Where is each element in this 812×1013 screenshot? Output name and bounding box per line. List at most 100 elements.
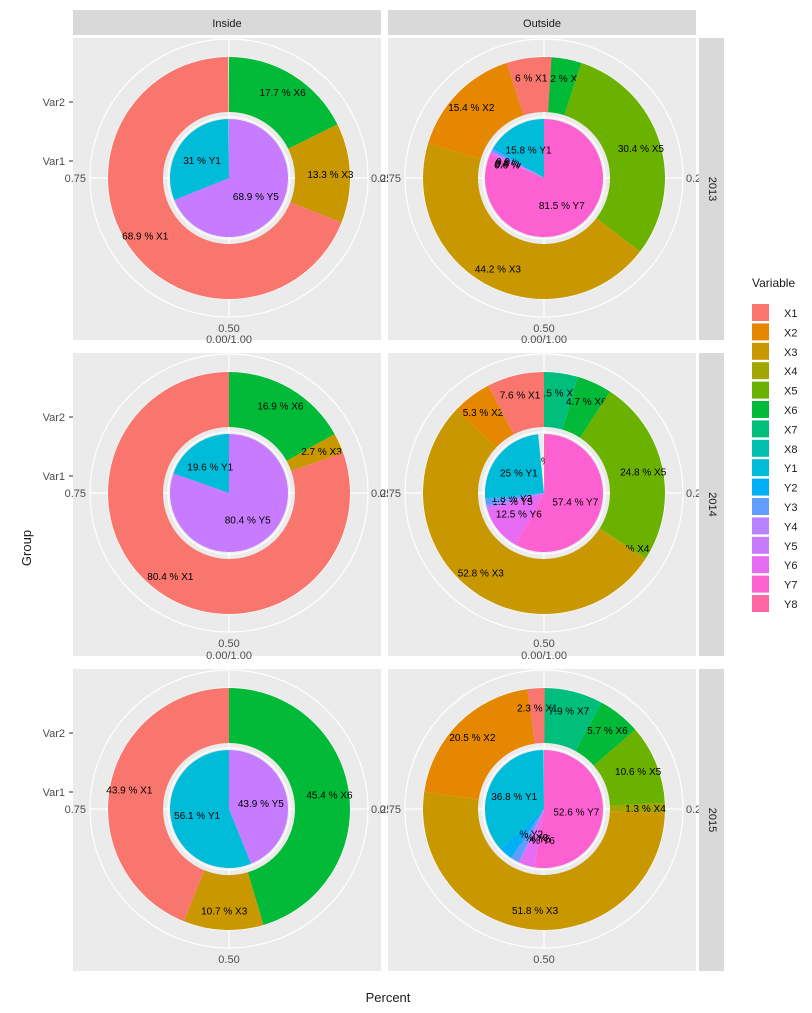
inner-label-y7: 57.4 % Y7 [552, 497, 598, 508]
outer-label-x6: 5.7 % X6 [587, 726, 628, 737]
inner-segment-y1 [494, 119, 544, 178]
inner-segment-y2 [500, 809, 544, 859]
legend-label-x5: X5 [784, 386, 797, 398]
panel-inside-2014: 16.9 % X6 2.7 % X3 80.4 % X1 80.4 % Y5 19.6 … [43, 334, 392, 656]
inner-label-y1: 19.6 % Y1 [187, 463, 233, 474]
percent-tick-label: 0.00/1.00 [206, 334, 252, 346]
inner-label-y6: 12.5 % Y6 [496, 509, 542, 520]
outer-label-x7: 4.5 % X7 [538, 389, 579, 400]
percent-tick-label: 0.00/1.00 [521, 650, 567, 662]
inner-label-y2: 0.9 % Y2 [496, 157, 537, 168]
inner-segment-y5 [486, 493, 544, 510]
outer-label-x3: 52.8 % X3 [458, 568, 505, 579]
outer-label-x1: 2.3 % X1 [517, 704, 558, 715]
legend-key-y8 [752, 595, 769, 612]
inner-segment-y1 [173, 434, 229, 493]
facet-panels: 17.7 % X6 13.3 % X3 68.9 % X1 68.9 % Y5 31 %… [43, 19, 707, 971]
percent-tick-label: 0.50 [218, 323, 239, 335]
legend-key-y7 [752, 575, 769, 593]
inner-segment-y6 [519, 809, 544, 868]
legend-key-y6 [752, 556, 769, 574]
strip-label-2015: 2015 [706, 808, 718, 832]
outer-segment-x3 [422, 409, 645, 615]
outer-segment-x6 [575, 702, 636, 766]
group-tick-label-var2: Var2 [43, 97, 65, 109]
legend-key-y5 [752, 536, 769, 554]
outer-segment-x2 [456, 385, 514, 448]
strip-2014 [699, 353, 724, 656]
outer-segment-x5 [564, 62, 665, 252]
inner-label-y1: 31 % Y1 [183, 156, 221, 167]
strip-2013 [699, 38, 724, 340]
percent-tick-label: 0.50 [533, 638, 554, 650]
outer-segment-x1 [108, 688, 229, 922]
outer-label-x3: 51.8 % X3 [512, 906, 559, 917]
outer-segment-x1 [107, 57, 342, 299]
legend-label-y2: Y2 [784, 483, 797, 495]
outer-segment-x1 [527, 688, 545, 744]
inner-segment-y1 [169, 750, 252, 868]
outer-label-x2: 15.4 % X2 [448, 103, 495, 114]
legend: Variable X1 X2 X3 X4 X5 X6 X7 X8 Y1 Y2 Y3 Y4 Y5 Y6 Y7 Y8 [752, 276, 797, 612]
outer-label-x4: 1.3 % X4 [625, 804, 666, 815]
legend-label-x8: X8 [784, 444, 797, 456]
outer-label-x2: 20.5 % X2 [449, 733, 496, 744]
inner-label-y1: 15.8 % Y1 [506, 145, 552, 156]
inner-segment-y3 [485, 493, 544, 506]
inner-segment-y7 [534, 750, 604, 868]
inner-label-y7: 81.5 % Y7 [539, 201, 585, 212]
outer-label-x1: 43.9 % X1 [106, 786, 153, 797]
inner-label-y1: 56.1 % Y1 [174, 811, 220, 822]
percent-tick-label: 0.25 [371, 804, 392, 816]
outer-segment-x2 [428, 62, 524, 160]
strip-label-2013: 2013 [706, 177, 718, 201]
y-axis-title: Group [19, 530, 34, 566]
panel-inside-2013: 17.7 % X6 13.3 % X3 68.9 % X1 68.9 % Y5 31 %… [43, 19, 392, 340]
outer-label-x2: 5.3 % X2 [463, 408, 504, 419]
legend-key-x6 [752, 401, 769, 418]
outer-segment-x1 [107, 372, 350, 614]
outer-label-x3: 2.7 % X3 [301, 447, 342, 458]
percent-tick-label: 0.25 [371, 173, 392, 185]
outer-segment-x4 [609, 802, 665, 813]
outer-segment-x6 [229, 57, 338, 149]
inner-segment-y3 [491, 148, 544, 178]
outer-segment-x3 [422, 791, 665, 931]
inner-label-y3: 0.8 % Y3 [495, 159, 536, 170]
legend-key-y2 [752, 478, 769, 496]
inner-label-y5: 0.3 % Y5 [510, 834, 551, 845]
outer-label-x1: 6 % X1 [515, 73, 548, 84]
outer-segment-x1 [488, 372, 544, 435]
percent-tick-label: 0.75 [380, 488, 401, 500]
legend-key-y4 [752, 517, 769, 535]
legend-label-y3: Y3 [784, 502, 797, 514]
legend-label-x2: X2 [784, 327, 797, 339]
legend-label-x7: X7 [784, 424, 797, 436]
inner-segment-y1 [485, 434, 544, 499]
legend-label-y7: Y7 [784, 580, 797, 592]
legend-label-x1: X1 [784, 308, 797, 320]
group-tick-label-var2: Var2 [43, 728, 65, 740]
inner-label-y1: 25 % Y1 [500, 468, 538, 479]
outer-segment-x4 [599, 528, 647, 560]
percent-tick-label: 0.75 [380, 173, 401, 185]
outer-segment-x3 [288, 124, 350, 223]
strip-label-outside: Outside [523, 18, 561, 30]
percent-tick-label: 0.00/1.00 [521, 334, 567, 346]
percent-tick-label: 0.75 [65, 488, 86, 500]
legend-key-x1 [752, 304, 769, 321]
inner-segment-y1 [484, 750, 544, 850]
percent-tick-label: 0.75 [65, 173, 86, 185]
outer-segment-x1 [506, 56, 552, 116]
inner-label-y2: 3.7 % Y2 [503, 830, 544, 841]
outer-label-x6: 16.9 % X6 [257, 401, 304, 412]
outer-label-x6: 45.4 % X6 [306, 790, 353, 801]
inner-segment-y6 [487, 493, 544, 545]
legend-label-y4: Y4 [784, 521, 797, 533]
panel-inside-2015: 45.4 % X6 10.7 % X3 43.9 % X1 43.9 % Y5 56.1… [43, 650, 392, 971]
legend-label-y6: Y6 [784, 560, 797, 572]
inner-segment-y5 [229, 750, 288, 864]
